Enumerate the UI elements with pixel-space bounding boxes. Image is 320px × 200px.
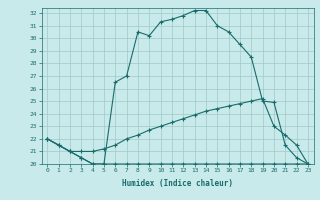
X-axis label: Humidex (Indice chaleur): Humidex (Indice chaleur) (122, 179, 233, 188)
